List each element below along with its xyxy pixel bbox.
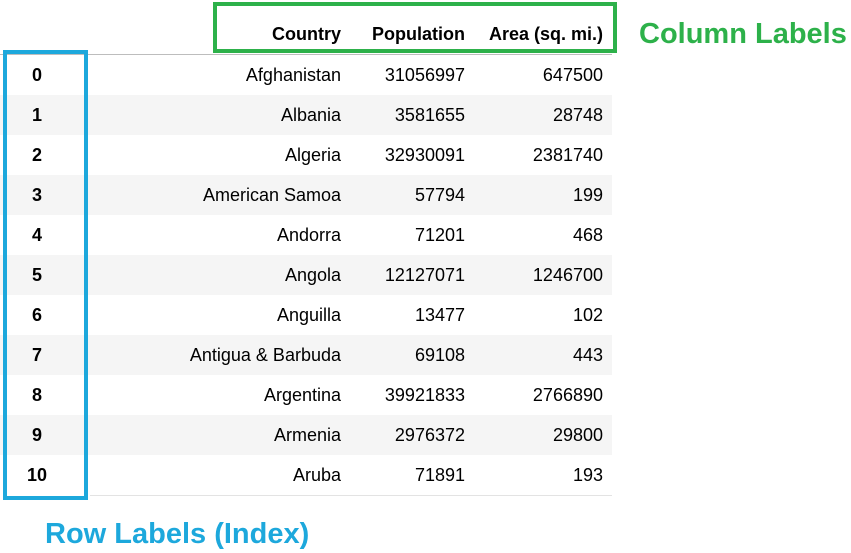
cell-country: Afghanistan: [245, 65, 341, 85]
cell-population: 57794: [414, 185, 465, 205]
cell-population: 13477: [414, 305, 465, 325]
cell-area: 2381740: [532, 145, 603, 165]
cell-country: Armenia: [273, 425, 341, 445]
row-index-label: 6: [31, 305, 42, 325]
row-index-label: 5: [31, 265, 42, 285]
row-index-label: 1: [31, 105, 42, 125]
row-index-label: 2: [31, 145, 42, 165]
cell-area: 468: [572, 225, 603, 245]
column-labels-highlight-box: [213, 2, 617, 53]
header-country: Country: [272, 24, 341, 44]
cell-country: Argentina: [263, 385, 341, 405]
cell-area: 28748: [552, 105, 603, 125]
cell-population: 32930091: [384, 145, 465, 165]
header-area: Area (sq. mi.): [488, 24, 603, 44]
row-labels-highlight-box: [3, 50, 88, 500]
cell-country: American Samoa: [202, 185, 341, 205]
header-population: Population: [372, 24, 465, 44]
cell-area: 2766890: [532, 385, 603, 405]
cell-area: 647500: [542, 65, 603, 85]
row-index-label: 10: [26, 465, 48, 485]
cell-country: Andorra: [276, 225, 341, 245]
table-row: 10 Aruba 71891 193: [0, 455, 612, 495]
cell-population: 69108: [414, 345, 465, 365]
row-index-label: 9: [31, 425, 42, 445]
table-row: 0 Afghanistan 31056997 647500: [0, 55, 612, 95]
row-labels-caption: Row Labels (Index): [45, 518, 310, 550]
cell-population: 31056997: [384, 65, 465, 85]
row-index-label: 8: [31, 385, 42, 405]
row-index-label: 0: [31, 65, 42, 85]
cell-population: 71201: [414, 225, 465, 245]
cell-country: Anguilla: [276, 305, 341, 325]
cell-country: Angola: [284, 265, 341, 285]
table-row: 4 Andorra 71201 468: [0, 215, 612, 255]
cell-population: 39921833: [384, 385, 465, 405]
table-row: 1 Albania 3581655 28748: [0, 95, 612, 135]
table-header-row: Country Population Area (sq. mi.): [0, 14, 612, 55]
row-index-label: 4: [31, 225, 42, 245]
table-bottom-rule: [90, 495, 612, 496]
cell-country: Antigua & Barbuda: [189, 345, 341, 365]
table-row: 6 Anguilla 13477 102: [0, 295, 612, 335]
table-row: 8 Argentina 39921833 2766890: [0, 375, 612, 415]
cell-area: 193: [572, 465, 603, 485]
cell-area: 29800: [552, 425, 603, 445]
cell-population: 12127071: [384, 265, 465, 285]
cell-area: 1246700: [532, 265, 603, 285]
row-index-label: 7: [31, 345, 42, 365]
table-row: 3 American Samoa 57794 199: [0, 175, 612, 215]
cell-area: 199: [572, 185, 603, 205]
table-row: 7 Antigua & Barbuda 69108 443: [0, 335, 612, 375]
cell-country: Albania: [280, 105, 341, 125]
cell-population: 3581655: [394, 105, 465, 125]
cell-area: 443: [572, 345, 603, 365]
table-row: 9 Armenia 2976372 29800: [0, 415, 612, 455]
cell-country: Aruba: [292, 465, 341, 485]
cell-area: 102: [572, 305, 603, 325]
row-index-label: 3: [31, 185, 42, 205]
table-row: 2 Algeria 32930091 2381740: [0, 135, 612, 175]
column-labels-caption: Column Labels: [639, 18, 847, 50]
cell-population: 2976372: [394, 425, 465, 445]
cell-population: 71891: [414, 465, 465, 485]
table-row: 5 Angola 12127071 1246700: [0, 255, 612, 295]
header-index: [0, 14, 74, 54]
cell-country: Algeria: [284, 145, 341, 165]
